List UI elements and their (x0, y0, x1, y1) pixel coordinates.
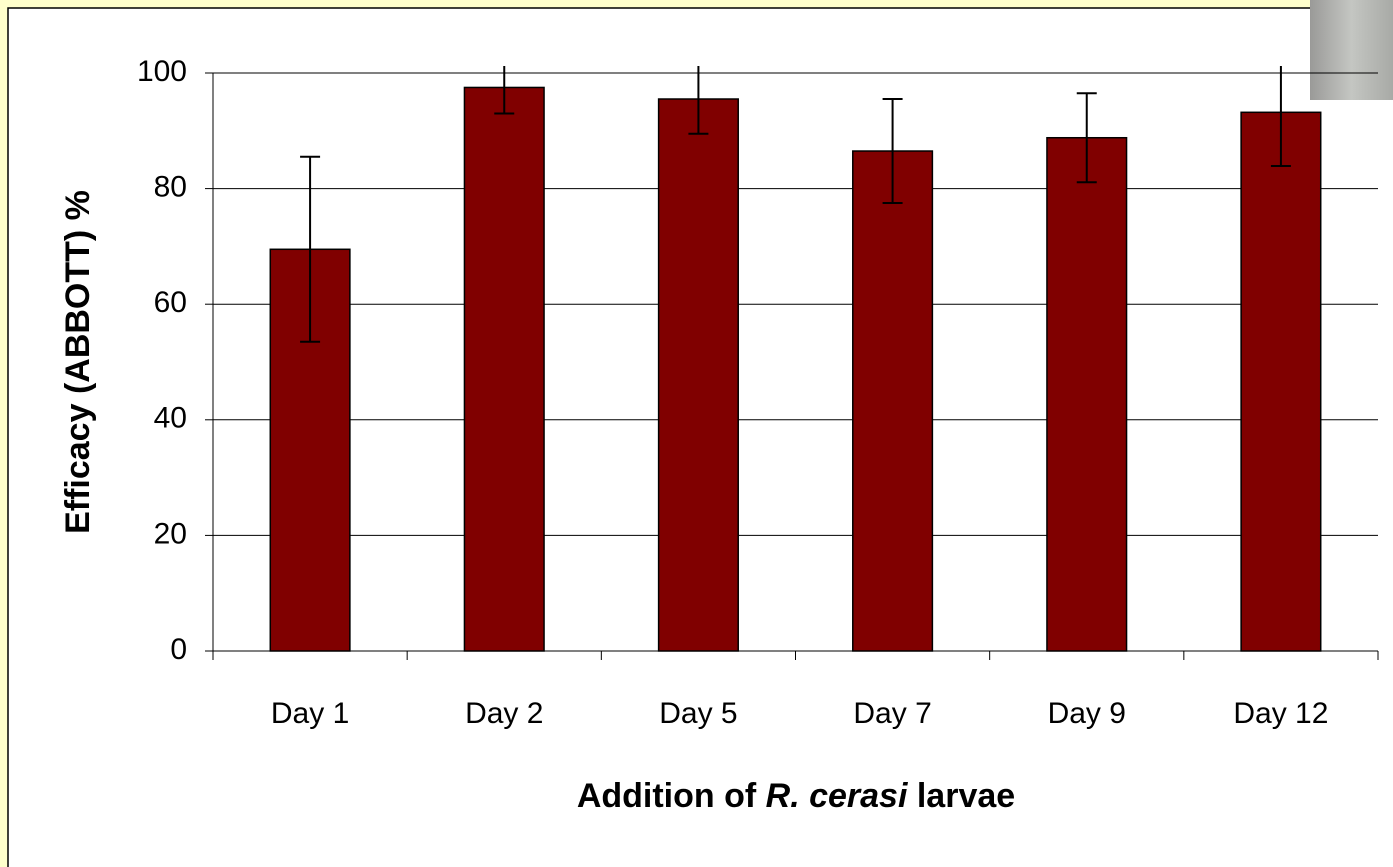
error-bar (300, 155, 321, 343)
x-tick-label: Day 12 (1233, 697, 1328, 730)
x-tick-label: Day 1 (271, 697, 349, 730)
bar (1240, 111, 1322, 652)
x-axis-label-part: R. cerasi (766, 777, 909, 815)
y-axis-label: Efficacy (ABBOTT) % (59, 190, 97, 534)
x-tick-label: Day 2 (465, 697, 543, 730)
y-tick-label: 80 (154, 171, 187, 204)
x-axis-label: Addition of R. cerasi larvae (577, 777, 1015, 815)
error-bar (494, 66, 515, 115)
x-tick-label: Day 9 (1048, 697, 1126, 730)
y-tick-label: 20 (154, 517, 187, 550)
error-bar (1270, 66, 1291, 168)
bar (657, 98, 739, 652)
y-tick-label: 60 (154, 286, 187, 319)
error-bar (1076, 92, 1097, 184)
y-tick-label: 100 (137, 55, 187, 88)
y-tick-label: 40 (154, 402, 187, 435)
error-bar (882, 98, 903, 205)
decor-image (1310, 0, 1393, 100)
x-tick-label: Day 5 (659, 697, 737, 730)
bar (1046, 136, 1128, 652)
bar (463, 86, 545, 652)
bar (852, 150, 934, 652)
x-axis-label-part: larvae (907, 777, 1015, 815)
y-tick-label: 0 (170, 633, 187, 666)
x-axis-label-part: Addition of (577, 777, 766, 815)
x-tick-label: Day 7 (853, 697, 931, 730)
error-bar (688, 66, 709, 135)
